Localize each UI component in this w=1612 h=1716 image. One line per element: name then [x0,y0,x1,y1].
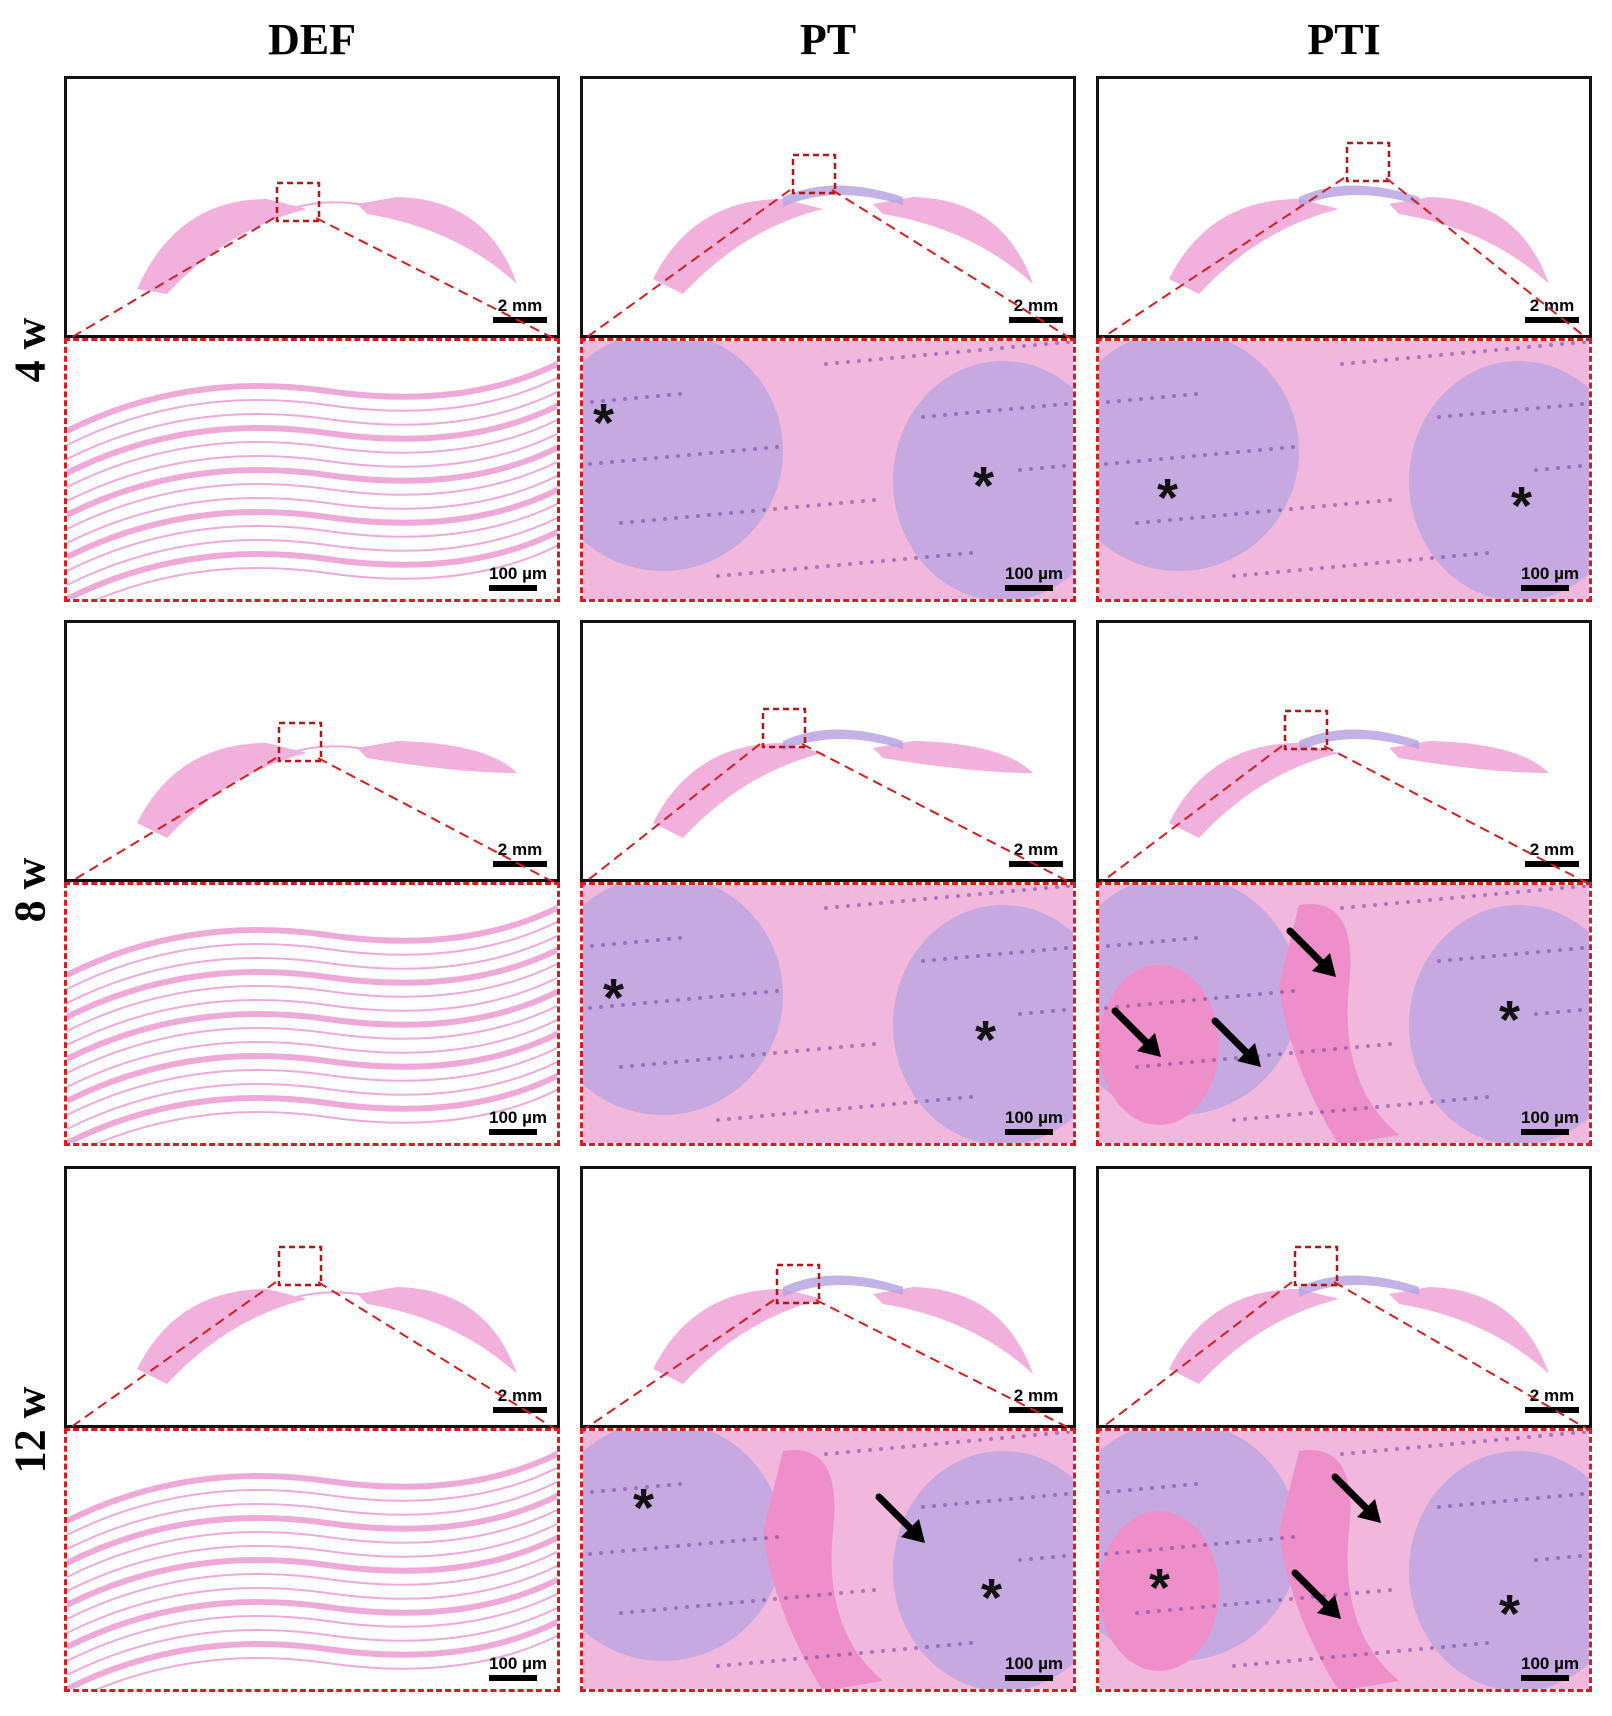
scale-bar-line [1521,1129,1569,1135]
overview-panel-pt-12w: 2 mm [580,1166,1076,1428]
overview-panel-pt-4w: 2 mm [580,76,1076,338]
zoom-panel-pti-4w: * * 100 µm [1096,338,1592,602]
asterisk-marker: * [1157,468,1179,528]
scale-bar-2mm: 2 mm [1009,840,1063,867]
scale-bar-label: 2 mm [1013,840,1059,859]
scale-bar-2mm: 2 mm [493,840,547,867]
zoom-panel-def-4w: 100 µm [64,338,560,602]
scale-bar-line [489,1129,537,1135]
scale-bar-label: 2 mm [497,296,543,315]
scale-bar-label: 100 µm [1005,1654,1063,1673]
arrow-icon [1329,1471,1385,1527]
scale-bar-label: 100 µm [1005,1108,1063,1127]
row-title-4w: 4 w [5,317,55,383]
scale-bar-2mm: 2 mm [1525,296,1579,323]
column-title-def: DEF [268,15,356,64]
arrow-icon [873,1491,929,1547]
scale-bar-line [1525,861,1579,867]
scale-bar-100um: 100 µm [489,1108,547,1135]
scale-bar-2mm: 2 mm [493,296,547,323]
scale-bar-label: 100 µm [489,1654,547,1673]
asterisk-marker: * [633,1478,655,1538]
zoom-panel-pt-12w: * * 100 µm [580,1428,1076,1692]
scale-bar-2mm: 2 mm [493,1386,547,1413]
scale-bar-line [1005,1129,1053,1135]
scale-bar-line [489,585,537,591]
scale-bar-100um: 100 µm [1005,1654,1063,1681]
asterisk-marker: * [603,968,625,1028]
row-title-12w: 12 w [5,1386,55,1474]
scale-bar-100um: 100 µm [1005,1108,1063,1135]
scale-bar-label: 100 µm [1521,1654,1579,1673]
asterisk-marker: * [593,393,615,453]
asterisk-marker: * [973,456,995,516]
scale-bar-line [1525,1407,1579,1413]
scale-bar-100um: 100 µm [1521,1108,1579,1135]
scale-bar-2mm: 2 mm [1525,840,1579,867]
arrow-icon [1289,1567,1345,1623]
scale-bar-2mm: 2 mm [1009,296,1063,323]
scale-bar-line [1009,1407,1063,1413]
scale-bar-2mm: 2 mm [1009,1386,1063,1413]
scale-bar-label: 100 µm [489,1108,547,1127]
scale-bar-line [1521,1675,1569,1681]
asterisk-marker: * [1499,990,1521,1050]
overview-panel-def-12w: 2 mm [64,1166,560,1428]
overview-panel-pti-12w: 2 mm [1096,1166,1592,1428]
zoom-panel-pti-12w: * * 100 µm [1096,1428,1592,1692]
scale-bar-label: 2 mm [1529,840,1575,859]
asterisk-marker: * [1149,1558,1171,1618]
scale-bar-100um: 100 µm [489,1654,547,1681]
overview-panel-def-4w: 2 mm [64,76,560,338]
scale-bar-line [1009,317,1063,323]
scale-bar-100um: 100 µm [1005,564,1063,591]
zoom-panel-def-12w: 100 µm [64,1428,560,1692]
overview-panel-pt-8w: 2 mm [580,620,1076,882]
scale-bar-line [493,317,547,323]
scale-bar-label: 2 mm [1013,296,1059,315]
scale-bar-label: 2 mm [497,1386,543,1405]
asterisk-marker: * [981,1568,1003,1628]
overview-panel-pti-4w: 2 mm [1096,76,1592,338]
overview-panel-def-8w: 2 mm [64,620,560,882]
scale-bar-label: 100 µm [1521,1108,1579,1127]
arrow-icon [1209,1015,1265,1071]
scale-bar-label: 2 mm [497,840,543,859]
scale-bar-100um: 100 µm [1521,1654,1579,1681]
scale-bar-line [1005,585,1053,591]
scale-bar-2mm: 2 mm [1525,1386,1579,1413]
row-title-8w: 8 w [5,857,55,923]
arrow-icon [1284,925,1340,981]
scale-bar-line [1521,585,1569,591]
column-title-pti: PTI [1307,15,1381,64]
scale-bar-label: 100 µm [1521,564,1579,583]
asterisk-marker: * [1499,1584,1521,1644]
scale-bar-line [489,1675,537,1681]
scale-bar-line [1005,1675,1053,1681]
arrow-icon [1109,1005,1165,1061]
scale-bar-label: 2 mm [1529,296,1575,315]
scale-bar-100um: 100 µm [489,564,547,591]
asterisk-marker: * [975,1010,997,1070]
zoom-panel-pt-8w: * * 100 µm [580,882,1076,1146]
scale-bar-100um: 100 µm [1521,564,1579,591]
scale-bar-line [493,861,547,867]
scale-bar-label: 2 mm [1529,1386,1575,1405]
scale-bar-label: 2 mm [1013,1386,1059,1405]
scale-bar-label: 100 µm [489,564,547,583]
zoom-panel-def-8w: 100 µm [64,882,560,1146]
asterisk-marker: * [1511,476,1533,536]
overview-panel-pti-8w: 2 mm [1096,620,1592,882]
zoom-panel-pt-4w: * * 100 µm [580,338,1076,602]
zoom-panel-pti-8w: * 100 µm [1096,882,1592,1146]
scale-bar-line [1525,317,1579,323]
column-title-pt: PT [799,15,857,64]
scale-bar-line [1009,861,1063,867]
scale-bar-label: 100 µm [1005,564,1063,583]
scale-bar-line [493,1407,547,1413]
